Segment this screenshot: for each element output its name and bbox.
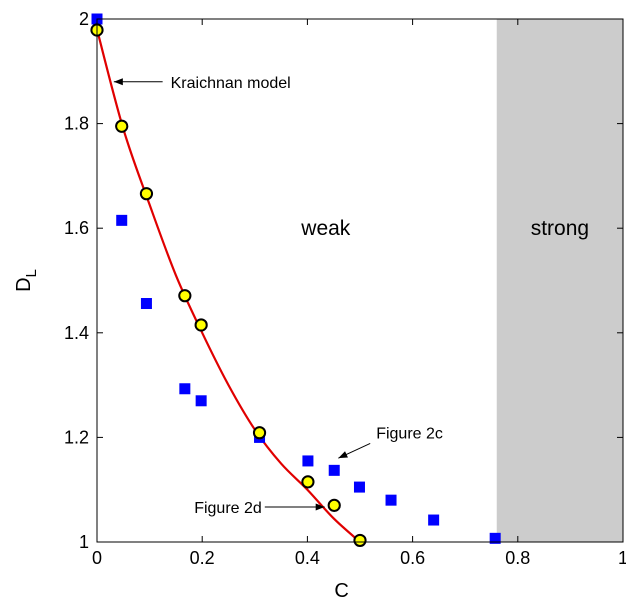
square-point	[116, 214, 128, 226]
y-tick-label: 1.6	[64, 218, 89, 238]
square-point	[328, 464, 340, 476]
annotation-figure-2d: Figure 2d	[194, 500, 262, 517]
y-ticks: 1 1.2 1.4 1.6 1.8 2	[64, 9, 623, 552]
plot-frame	[96, 18, 624, 543]
circle-point	[301, 475, 315, 489]
figure-2c-arrow	[338, 442, 371, 459]
square-point	[302, 455, 314, 467]
square-point	[195, 395, 207, 407]
region-weak	[97, 19, 497, 542]
circle-point	[353, 533, 367, 548]
circle-point	[115, 119, 129, 133]
square-point	[179, 383, 191, 395]
square-point	[385, 494, 397, 506]
square-point	[140, 298, 152, 310]
region-label-strong: strong	[531, 217, 589, 240]
y-tick-label: 1.2	[64, 427, 89, 447]
x-tick-label: 0.8	[505, 548, 530, 568]
x-tick-label: 0.2	[190, 548, 215, 568]
region-strong	[496, 19, 623, 542]
square-point	[353, 481, 365, 493]
y-tick-label: 1.8	[64, 114, 89, 134]
circle-point	[139, 187, 154, 201]
x-tick-label: 1	[618, 548, 626, 568]
model-curve	[95, 29, 361, 543]
circle-point	[252, 426, 267, 440]
kraichnan-arrow	[113, 78, 163, 86]
regions	[97, 19, 623, 542]
x-ticks: 0 0.2 0.4 0.6 0.8 1	[92, 19, 626, 568]
x-axis-label: C	[334, 580, 348, 602]
circle-point	[178, 289, 192, 303]
region-labels: weak strong	[300, 217, 589, 240]
y-axis-label-main: D	[13, 277, 35, 291]
x-tick-label: 0.6	[400, 548, 425, 568]
annotation-figure-2c: Figure 2c	[376, 425, 443, 442]
x-tick-label: 0	[92, 548, 102, 568]
kraichnan-model-line	[95, 29, 361, 543]
annotations: Kraichnan model Figure 2c Figure 2d	[113, 75, 443, 517]
square-point	[428, 514, 440, 526]
y-axis-label: DL	[13, 269, 40, 292]
circle-point	[194, 318, 208, 332]
circle-point	[327, 498, 341, 512]
figure-2d-arrow	[264, 503, 325, 511]
region-label-weak: weak	[300, 217, 351, 240]
annotation-kraichnan: Kraichnan model	[171, 75, 291, 92]
square-point	[489, 532, 501, 544]
y-tick-label: 1	[79, 532, 89, 552]
y-tick-label: 2	[79, 9, 89, 29]
x-tick-label: 0.4	[295, 548, 320, 568]
y-tick-label: 1.4	[64, 323, 89, 343]
y-axis-label-subscript: L	[23, 269, 40, 277]
